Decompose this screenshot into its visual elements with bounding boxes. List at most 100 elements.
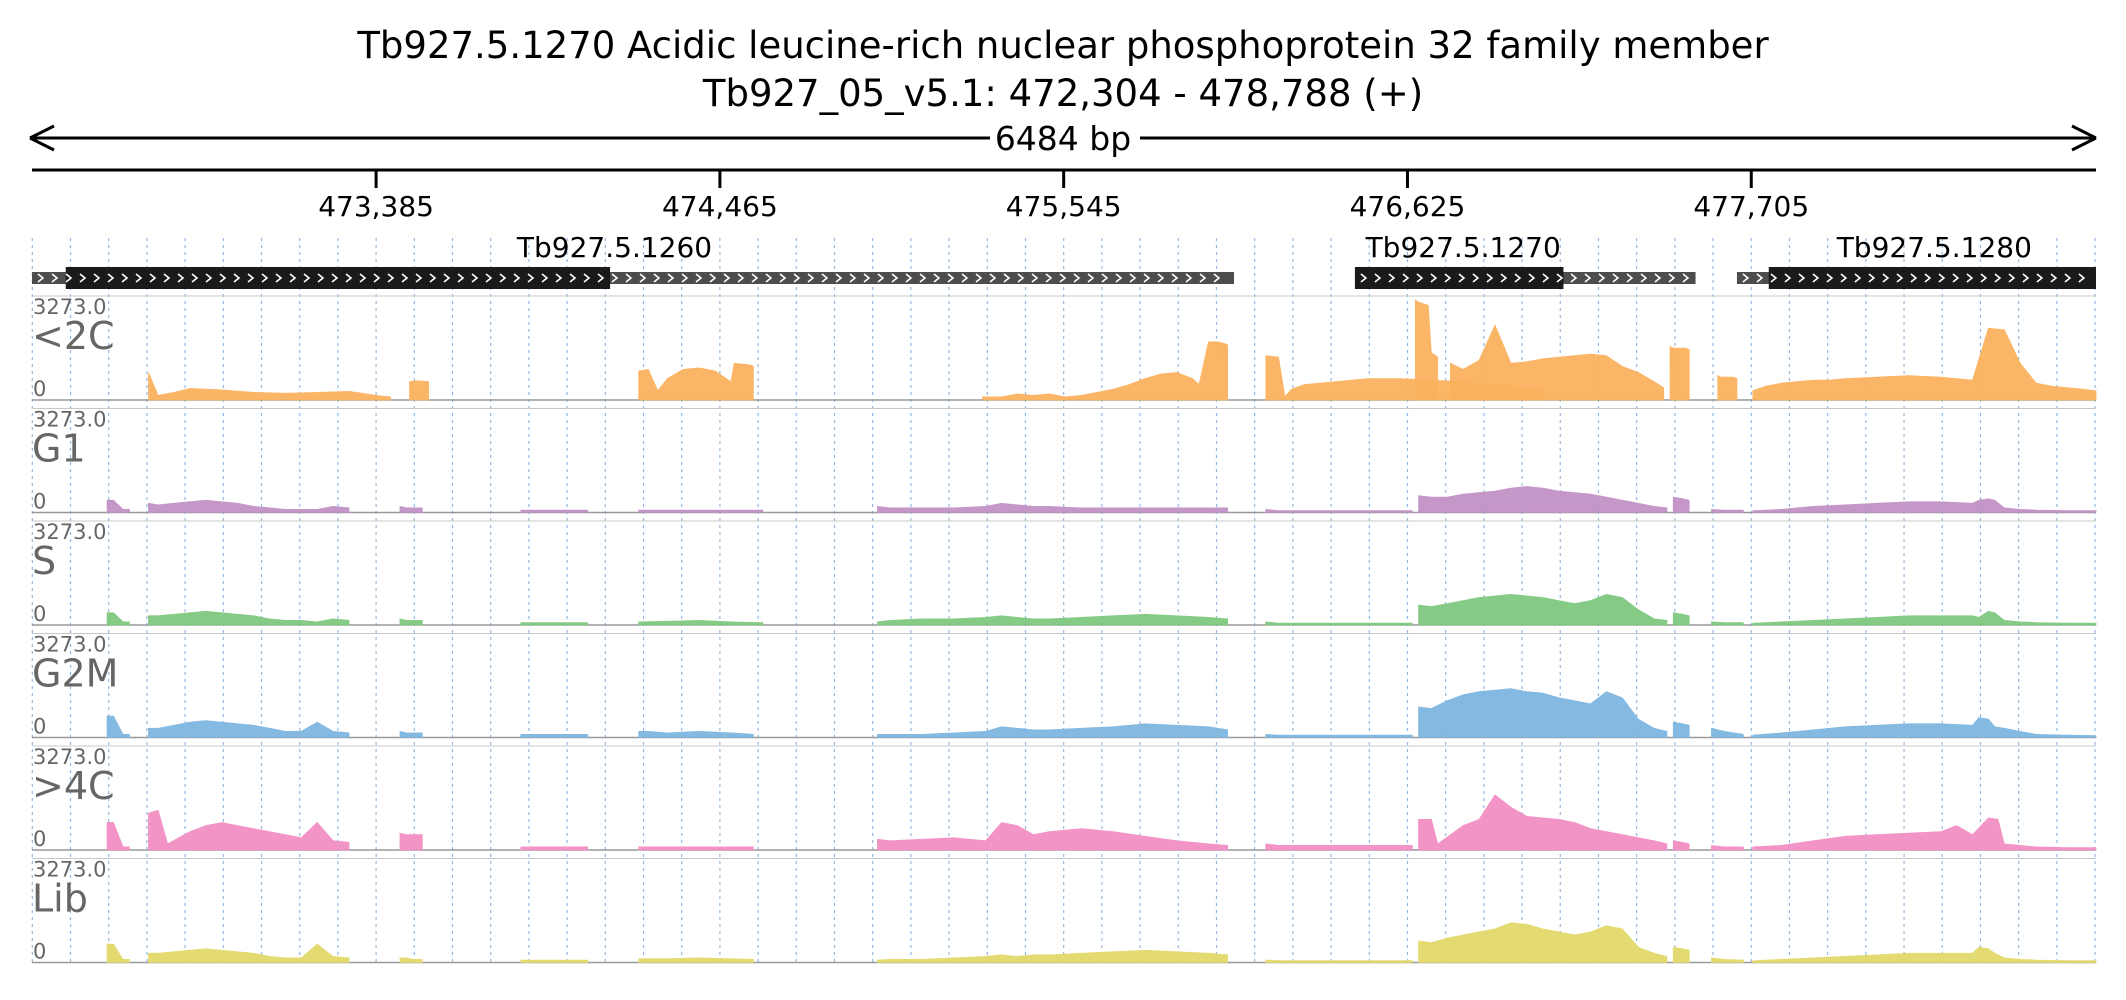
track-ymax-label: 3273.0 [33, 858, 106, 882]
gene-label: Tb927.5.1280 [1836, 231, 2032, 264]
gene-cds [1354, 267, 1564, 289]
track-Lib-group: 3273.0 0 Lib [32, 858, 2097, 964]
coverage-area [638, 846, 754, 851]
coverage-area [1711, 957, 1744, 963]
coverage-area [399, 730, 423, 738]
track-name-label: >4C [32, 764, 115, 808]
track-G1-group: 3273.0 0 G1 [32, 408, 2097, 514]
coverage-area [1752, 498, 2097, 513]
coverage-area [1265, 959, 1413, 963]
x-tick-label: 473,385 [318, 190, 434, 223]
coverage-area [1414, 299, 1439, 401]
coverage-area [399, 505, 423, 513]
track-G2M-group: 3273.0 0 G2M [32, 633, 2097, 739]
coverage-area [1672, 721, 1690, 738]
coverage-area [1265, 843, 1413, 851]
coverage-area [1418, 486, 1668, 513]
coverage-area [106, 612, 130, 626]
track-name-label: G2M [32, 652, 118, 696]
coverage-area [1672, 840, 1690, 851]
coverage-area [520, 622, 589, 626]
x-tick-label: 475,545 [1006, 190, 1122, 223]
x-tick-label: 474,465 [662, 190, 778, 223]
strand-arrows [37, 273, 1221, 283]
coverage-area [1265, 733, 1413, 738]
coverage-area [1711, 727, 1744, 738]
coverage-area [1265, 621, 1413, 626]
track-ymax-label: 3273.0 [33, 295, 106, 319]
track-ymax-label: 3273.0 [33, 520, 106, 544]
strand-arrows [1742, 273, 2086, 283]
coverage-area [1669, 345, 1690, 401]
coverage-area [638, 730, 754, 738]
gene-label: Tb927.5.1270 [1365, 231, 1561, 264]
gridlines [31, 238, 2096, 965]
span-arrow-left [29, 124, 55, 152]
coverage-area [399, 832, 423, 851]
gene-track: Tb927.5.1260 Tb927.5.1270 Tb927.5.1280 [32, 231, 2096, 289]
coverage-area [399, 957, 423, 963]
coverage-area [520, 734, 589, 738]
x-axis: 473,385 474,465 475,545 476,625 477,705 [32, 168, 2096, 223]
track-name-label: S [32, 539, 56, 583]
coverage-area [877, 502, 1229, 513]
coverage-area [106, 715, 130, 738]
x-tick-label: 476,625 [1350, 190, 1466, 223]
coverage-area [638, 362, 754, 401]
track-S-group: 3273.0 0 S [32, 520, 2097, 626]
x-tick-label: 477,705 [1693, 190, 1809, 223]
coverage-area [409, 380, 430, 401]
span-label: 6484 bp [995, 119, 1131, 158]
coverage-area [1672, 496, 1690, 513]
coverage-area [1418, 593, 1668, 626]
track-name-label: Lib [32, 877, 88, 921]
coverage-area [520, 846, 589, 851]
coverage-area [1265, 508, 1413, 513]
coverage-area [1752, 817, 2097, 851]
coverage-area [1717, 374, 1738, 401]
chart-subtitle: Tb927_05_v5.1: 472,304 - 478,788 (+) [702, 72, 1423, 115]
track-ymin-label: 0 [33, 377, 46, 401]
coverage-area [1752, 717, 2097, 738]
coverage-area [148, 372, 391, 401]
coverage-area [982, 341, 1229, 401]
chart-title: Tb927.5.1270 Acidic leucine-rich nuclear… [356, 24, 1769, 67]
coverage-area [1418, 794, 1668, 851]
coverage-area [148, 610, 350, 626]
coverage-area [106, 943, 130, 963]
span-ruler: 6484 bp [29, 119, 2097, 158]
coverage-area [1752, 610, 2097, 626]
coverage-area [520, 959, 589, 963]
coverage-area [1672, 612, 1690, 626]
coverage-area [520, 509, 589, 513]
track-ymin-label: 0 [33, 827, 46, 851]
coverage-area [148, 499, 350, 513]
coverage-area [638, 509, 764, 513]
coverage-area [877, 723, 1229, 738]
track-ymax-label: 3273.0 [33, 633, 106, 657]
coverage-area [1449, 324, 1665, 401]
track-name-label: <2C [32, 314, 115, 358]
coverage-area [148, 720, 350, 738]
track-ymin-label: 0 [33, 490, 46, 514]
coverage-area [106, 822, 130, 851]
track-ymin-label: 0 [33, 602, 46, 626]
strand-arrows [1360, 273, 1690, 283]
coverage-tracks: 3273.00<2C3273.00G13273.00S3273.00G2M327… [32, 295, 2097, 964]
coverage-area [148, 943, 350, 963]
track-2C-group: 3273.0 0 <2C [32, 295, 2097, 401]
coverage-area [1752, 946, 2097, 963]
coverage-area [1752, 327, 2097, 401]
coverage-area [877, 613, 1229, 626]
coverage-area [148, 809, 350, 851]
coverage-area [1711, 621, 1744, 626]
coverage-area [1418, 922, 1668, 963]
coverage-area [1711, 844, 1744, 851]
track-name-label: G1 [32, 427, 86, 471]
gene-label: Tb927.5.1260 [516, 231, 712, 264]
track-ymin-label: 0 [33, 940, 46, 964]
coverage-area [638, 957, 754, 963]
coverage-area [399, 618, 423, 626]
